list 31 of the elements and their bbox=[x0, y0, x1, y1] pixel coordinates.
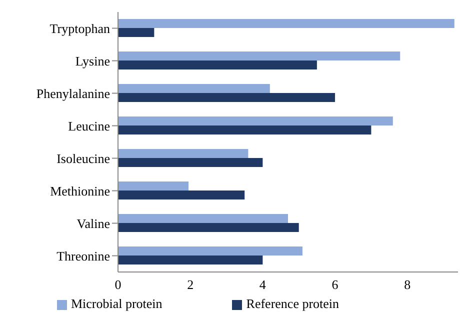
legend-label: Microbial protein bbox=[70, 296, 162, 311]
bar bbox=[118, 223, 299, 232]
bar bbox=[118, 246, 302, 256]
x-tick-label: 8 bbox=[404, 277, 411, 292]
legend-label: Reference protein bbox=[246, 296, 340, 311]
y-tick-label: Valine bbox=[76, 216, 110, 231]
y-tick-label: Lysine bbox=[75, 53, 110, 68]
y-tick-label: Threonine bbox=[56, 248, 110, 264]
x-tick-label: 0 bbox=[114, 277, 122, 292]
bar bbox=[118, 52, 400, 60]
y-tick-label: Leucine bbox=[68, 118, 110, 134]
y-tick-label: Phenylalanine bbox=[36, 86, 110, 101]
bar bbox=[118, 19, 454, 28]
bar bbox=[118, 60, 317, 70]
bar bbox=[118, 116, 393, 126]
x-tick-label: 4 bbox=[259, 277, 266, 292]
bar bbox=[118, 214, 288, 223]
bar bbox=[118, 158, 263, 167]
bar bbox=[118, 93, 336, 102]
y-tick-label: Tryptophan bbox=[50, 20, 110, 36]
bar bbox=[118, 84, 270, 93]
y-tick-label: Methionine bbox=[50, 183, 110, 198]
x-tick-label: 2 bbox=[187, 277, 194, 292]
bar bbox=[118, 28, 154, 37]
bar bbox=[118, 182, 189, 190]
x-tick-label: 6 bbox=[332, 277, 339, 292]
bar bbox=[118, 256, 263, 264]
bar bbox=[118, 149, 248, 158]
bar bbox=[118, 190, 245, 200]
bar bbox=[118, 126, 372, 134]
y-tick-label: Isoleucine bbox=[56, 150, 110, 166]
